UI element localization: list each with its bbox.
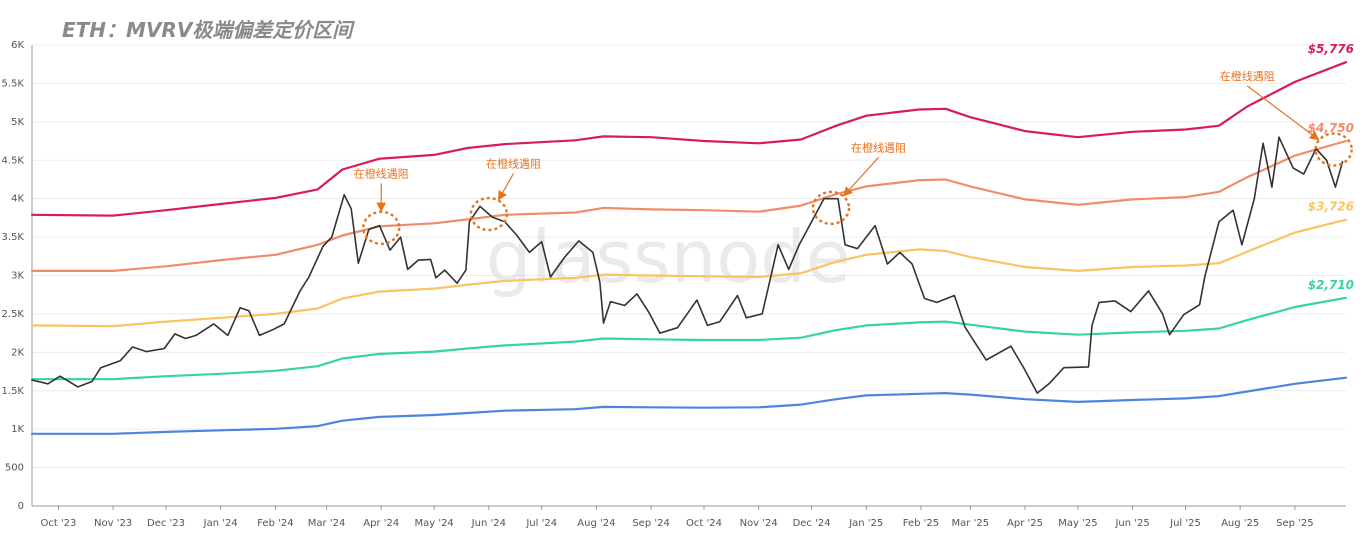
y-tick-label: 4K bbox=[11, 194, 24, 205]
band-line bbox=[30, 296, 1348, 381]
x-tick-label: Jun '25 bbox=[1114, 518, 1149, 529]
y-tick-label: 3.5K bbox=[2, 232, 25, 243]
band-end-label: $3,726 bbox=[1308, 200, 1354, 214]
x-tick-label: Apr '24 bbox=[363, 518, 399, 529]
x-tick-label: Apr '25 bbox=[1007, 518, 1043, 529]
band-line bbox=[30, 61, 1348, 217]
x-tick-label: Mar '25 bbox=[952, 518, 990, 529]
y-tick-label: 0 bbox=[18, 501, 24, 512]
chart-title: ETH：MVRV极端偏差定价区间 bbox=[62, 18, 353, 42]
y-tick-label: 1K bbox=[11, 424, 24, 435]
x-tick-label: Aug '25 bbox=[1221, 518, 1259, 529]
y-tick-label: 4.5K bbox=[2, 155, 25, 166]
x-tick-label: Aug '24 bbox=[577, 518, 615, 529]
band-line bbox=[30, 218, 1348, 328]
y-tick-label: 5.5K bbox=[2, 78, 25, 89]
annotation-arrow bbox=[498, 173, 515, 201]
x-tick-label: May '25 bbox=[1058, 518, 1097, 529]
annotation-label: 在橙线遇阻 bbox=[851, 140, 906, 154]
band-end-label: $5,776 bbox=[1308, 42, 1354, 56]
x-tick-label: Sep '25 bbox=[1276, 518, 1314, 529]
x-tick-label: May '24 bbox=[414, 518, 453, 529]
annotation-circle bbox=[1314, 132, 1353, 167]
y-tick-label: 6K bbox=[11, 40, 24, 51]
y-tick-label: 5K bbox=[11, 117, 24, 128]
x-tick-label: Oct '24 bbox=[686, 518, 722, 529]
x-tick-label: Jan '25 bbox=[848, 518, 883, 529]
x-tick-label: Sep '24 bbox=[632, 518, 670, 529]
x-tick-label: Oct '23 bbox=[40, 518, 76, 529]
x-tick-label: Nov '24 bbox=[740, 518, 778, 529]
x-tick-label: Dec '23 bbox=[147, 518, 185, 529]
band-end-label: $2,710 bbox=[1308, 278, 1354, 292]
price-line bbox=[31, 136, 1344, 394]
annotation-arrow bbox=[843, 156, 880, 197]
y-tick-label: 1.5K bbox=[2, 386, 25, 397]
annotation-circle bbox=[811, 190, 851, 226]
x-tick-label: Jan '24 bbox=[203, 518, 238, 529]
y-tick-label: 2K bbox=[11, 347, 24, 358]
x-tick-label: Dec '24 bbox=[793, 518, 831, 529]
watermark-text: glassnode bbox=[486, 215, 851, 299]
x-tick-label: Jun '24 bbox=[471, 518, 506, 529]
x-tick-label: Nov '23 bbox=[94, 518, 132, 529]
band-line bbox=[30, 376, 1348, 435]
x-tick-label: Jul '24 bbox=[525, 518, 557, 529]
x-tick-label: Feb '25 bbox=[903, 518, 939, 529]
y-tick-label: 3K bbox=[11, 271, 24, 282]
annotation-label: 在橙线遇阻 bbox=[354, 166, 409, 180]
annotation-arrow bbox=[1246, 85, 1320, 141]
band-end-label: $4,750 bbox=[1308, 121, 1354, 135]
y-tick-label: 500 bbox=[5, 463, 24, 474]
annotation-label: 在橙线遇阻 bbox=[486, 156, 541, 170]
x-tick-label: Mar '24 bbox=[308, 518, 346, 529]
x-tick-label: Jul '25 bbox=[1169, 518, 1201, 529]
annotation-circle bbox=[469, 196, 509, 232]
band-line bbox=[30, 139, 1348, 272]
annotation-label: 在橙线遇阻 bbox=[1220, 69, 1275, 83]
y-tick-label: 2.5K bbox=[2, 309, 25, 320]
x-tick-label: Feb '24 bbox=[257, 518, 293, 529]
